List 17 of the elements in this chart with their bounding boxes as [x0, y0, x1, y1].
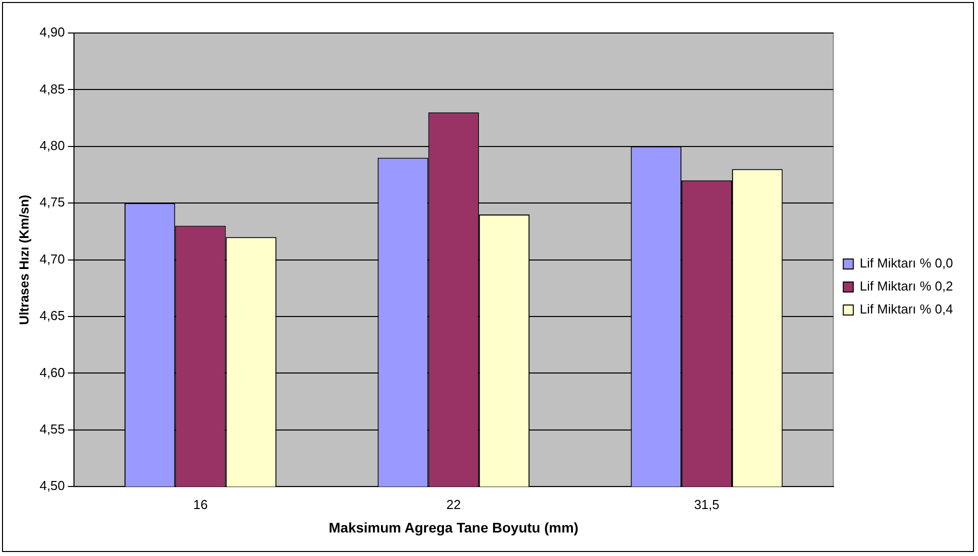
legend-label: Lif Miktarı % 0,2 [860, 278, 954, 294]
x-tick-label: 22 [446, 496, 461, 512]
y-tick-label: 4,90 [40, 24, 65, 40]
x-tick-label: 16 [193, 496, 208, 512]
y-axis-title: Ultrases Hızı (Km/sn) [16, 194, 32, 325]
legend-label: Lif Miktarı % 0,0 [860, 256, 954, 271]
y-tick-label: 4,80 [40, 138, 65, 153]
y-tick-label: 4,85 [40, 81, 65, 96]
y-tick-label: 4,70 [40, 251, 65, 266]
y-tick-label: 4,75 [40, 194, 65, 210]
x-axis-title: Maksimum Agrega Tane Boyutu (mm) [328, 519, 578, 536]
legend-label: Lif Miktarı % 0,4 [860, 302, 954, 317]
y-tick-label: 4,55 [40, 421, 65, 436]
x-tick-label: 31,5 [694, 496, 720, 512]
y-tick-label: 4,65 [40, 308, 65, 324]
y-tick-label: 4,50 [40, 478, 65, 494]
y-tick-label: 4,60 [40, 364, 65, 380]
